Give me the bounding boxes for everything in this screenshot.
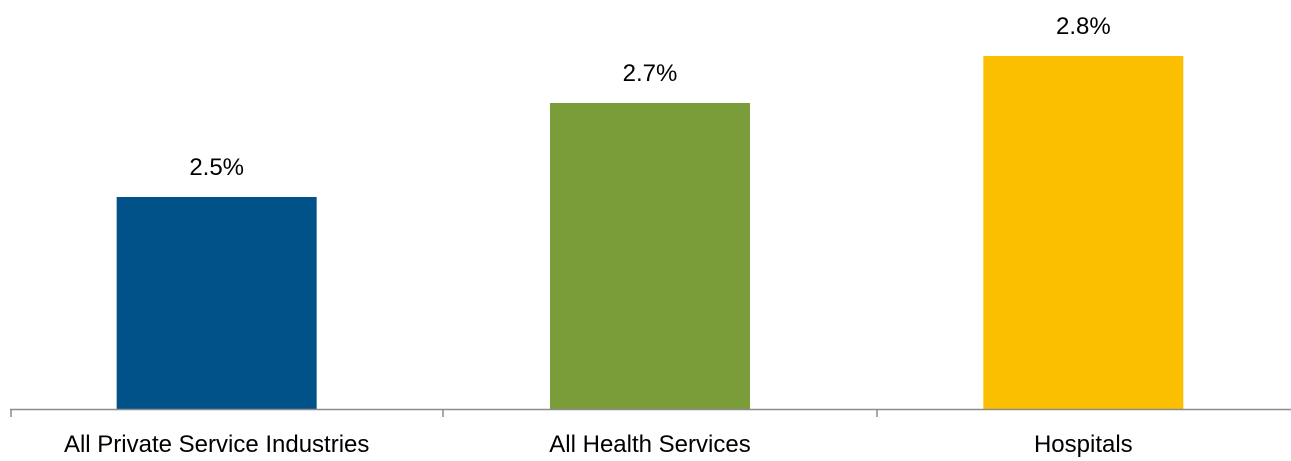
category-labels-layer: All Private Service Industries All Health… bbox=[64, 431, 1133, 458]
bars-layer bbox=[116, 56, 1184, 409]
category-label-3: Hospitals bbox=[1034, 431, 1133, 458]
category-label-1: All Private Service Industries bbox=[64, 431, 369, 458]
data-labels-layer: 2.5% 2.7% 2.8% bbox=[189, 13, 1110, 181]
x-axis bbox=[10, 408, 1291, 417]
data-label-1: 2.5% bbox=[189, 154, 244, 181]
bar-2 bbox=[550, 103, 750, 409]
bar-1 bbox=[116, 197, 317, 409]
data-label-3: 2.8% bbox=[1056, 13, 1111, 40]
bar-3 bbox=[983, 56, 1184, 409]
data-label-2: 2.7% bbox=[623, 60, 678, 87]
category-label-2: All Health Services bbox=[549, 431, 750, 458]
